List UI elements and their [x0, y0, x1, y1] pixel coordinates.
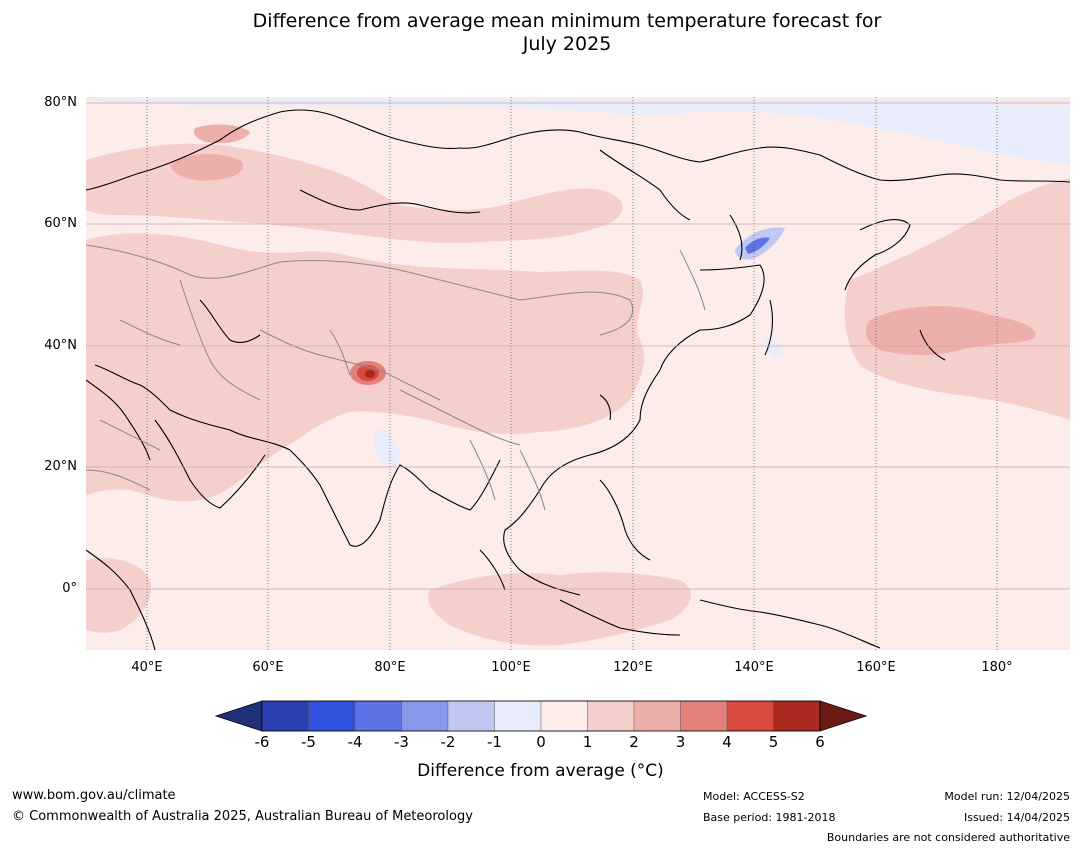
lon-label-140e: 140°E — [734, 660, 774, 675]
colorbar-segment — [587, 700, 635, 732]
lat-label-20n: 20°N — [44, 459, 77, 474]
footer-issued: Issued: 14/04/2025 — [963, 811, 1070, 824]
lon-label-60e: 60°E — [252, 660, 284, 675]
footer-base-period: Base period: 1981-2018 — [703, 811, 836, 824]
anomaly-warm-region-2-3-pacific — [865, 305, 1036, 355]
lon-label-80e: 80°E — [374, 660, 406, 675]
colorbar-tick-label: -3 — [394, 733, 409, 751]
colorbar-tick-label: 3 — [675, 733, 686, 751]
colorbar-segment — [261, 700, 309, 732]
colorbar-tick-label: -5 — [301, 733, 316, 751]
lon-label-40e: 40°E — [131, 660, 163, 675]
latitude-gridlines — [86, 102, 1070, 590]
map-title-line2: July 2025 — [522, 33, 612, 55]
colorbar-tick-label: -4 — [347, 733, 363, 751]
colorbar-segment — [401, 700, 449, 732]
colorbar-tick-label: 6 — [815, 733, 825, 751]
map-title: Difference from average mean minimum tem… — [0, 10, 1081, 56]
lat-label-40n: 40°N — [44, 338, 77, 353]
arctic-cool-anomaly — [86, 97, 1070, 165]
colorbar-tick-label: -2 — [440, 733, 456, 751]
colorbar-tick-label: 2 — [629, 733, 639, 751]
colorbar-segment — [447, 700, 495, 732]
anomaly-warm-region-indonesia — [428, 572, 691, 646]
footer-model-run: Model run: 12/04/2025 — [944, 790, 1070, 803]
colorbar-segment — [773, 700, 821, 732]
country-borders — [86, 244, 706, 511]
anomaly-warm-region-pacific — [844, 178, 1070, 420]
anomaly-warm-region-2-3-europe — [170, 153, 244, 181]
anomaly-hotspot-core — [365, 370, 375, 378]
footer-copyright: © Commonwealth of Australia 2025, Austra… — [12, 809, 473, 824]
colorbar-segment — [540, 700, 588, 732]
lon-label-120e: 120°E — [613, 660, 653, 675]
colorbar-segment — [726, 700, 774, 732]
colorbar-tick-label: 0 — [536, 733, 546, 751]
colorbar-segment — [680, 700, 728, 732]
colorbar-tick-label: 5 — [768, 733, 779, 751]
colorbar-tick-label: -1 — [487, 733, 502, 751]
lon-label-100e: 100°E — [491, 660, 531, 675]
colorbar-tick-label: -6 — [254, 733, 270, 751]
lon-label-180: 180° — [981, 660, 1013, 675]
colorbar-segment — [633, 700, 681, 732]
colorbar-tick-label: 1 — [582, 733, 593, 751]
colorbar-segment — [354, 700, 402, 732]
map-title-line1: Difference from average mean minimum tem… — [252, 10, 882, 32]
colorbar-extend-low — [214, 700, 263, 732]
lat-label-60n: 60°N — [44, 216, 77, 231]
lat-label-80n: 80°N — [44, 95, 77, 110]
forecast-map — [86, 97, 1070, 650]
lat-label-0: 0° — [62, 581, 77, 596]
colorbar-extend-high — [819, 700, 868, 732]
colorbar-segment — [494, 700, 542, 732]
anomaly-cool-spot-india — [373, 429, 400, 467]
footer-model: Model: ACCESS-S2 — [703, 790, 805, 803]
longitude-gridlines — [146, 97, 998, 650]
colorbar-segments — [214, 700, 868, 732]
coastlines — [86, 109, 1070, 650]
colorbar-title: Difference from average (°C) — [417, 761, 664, 781]
footer-url: www.bom.gov.au/climate — [12, 788, 176, 803]
colorbar-tick-label: 4 — [722, 733, 732, 751]
footer-disclaimer: Boundaries are not considered authoritat… — [826, 831, 1070, 844]
colorbar-segment — [308, 700, 356, 732]
lon-label-160e: 160°E — [856, 660, 896, 675]
colorbar-outline — [261, 700, 821, 732]
